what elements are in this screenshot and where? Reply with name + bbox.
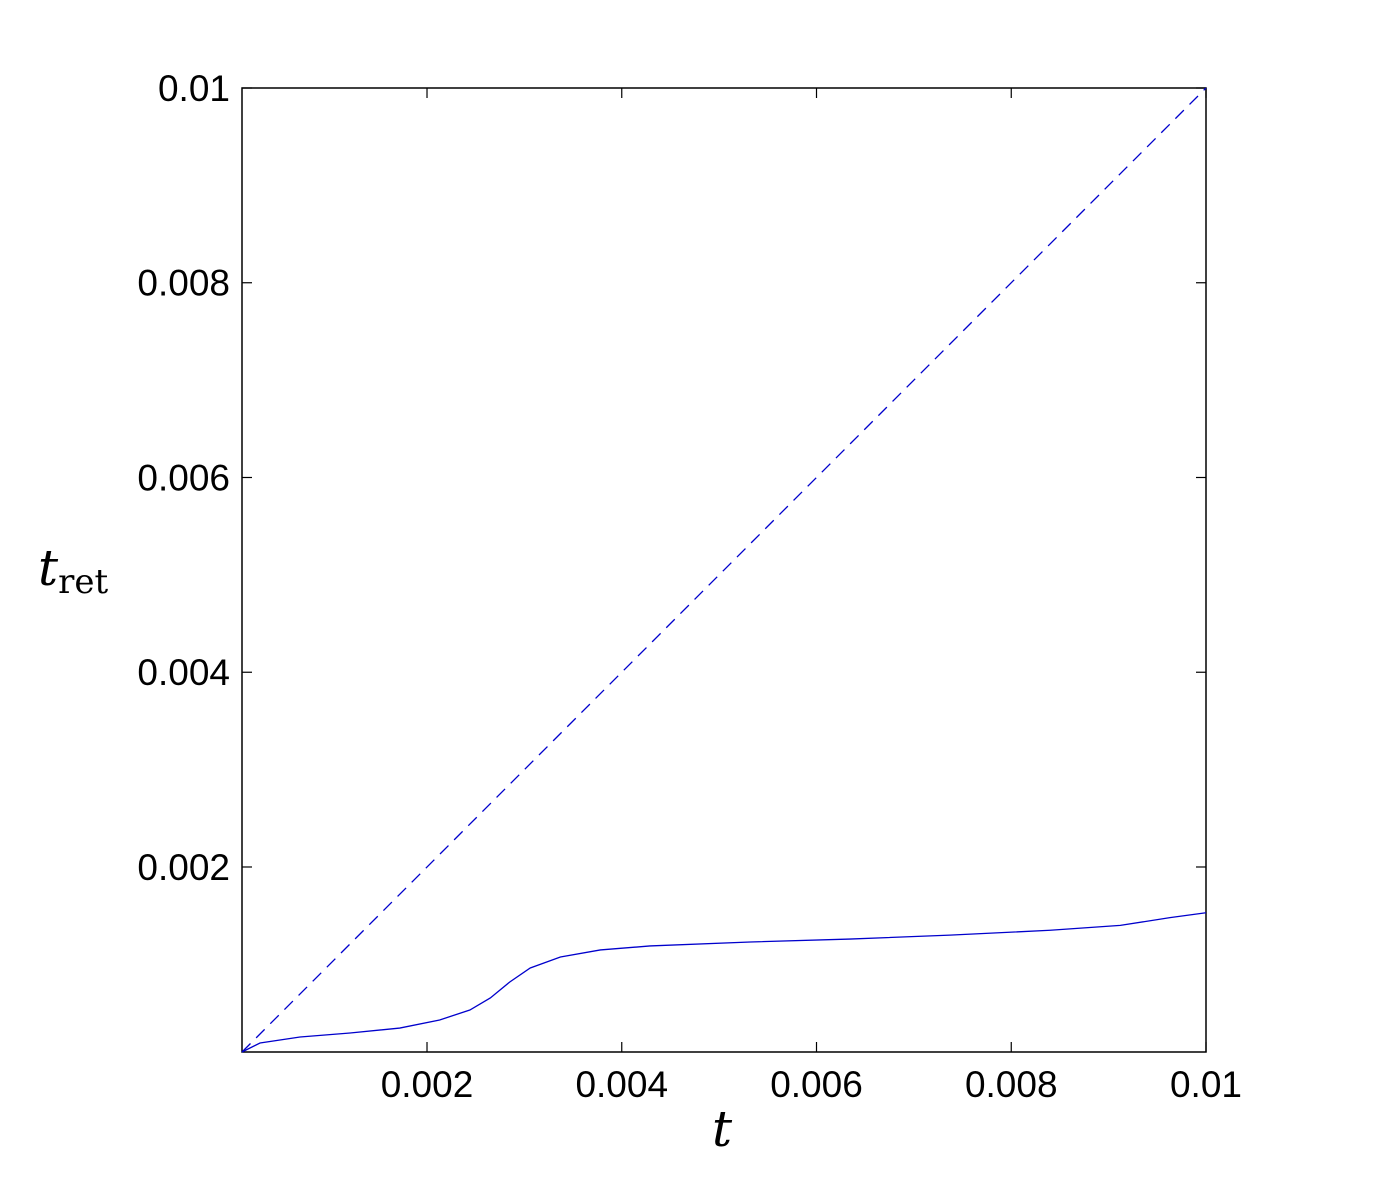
data-line bbox=[241, 912, 1207, 1053]
x-axis-label: t bbox=[712, 1100, 733, 1158]
y-tick-label: 0.008 bbox=[137, 263, 230, 304]
x-tick-label: 0.006 bbox=[770, 1064, 863, 1105]
plot-frame bbox=[241, 87, 1207, 1053]
y-tick-label: 0.006 bbox=[137, 457, 230, 498]
x-tick-label: 0.002 bbox=[381, 1064, 474, 1105]
y-axis-label-main: t bbox=[38, 539, 59, 597]
y-tick-label: 0.01 bbox=[158, 68, 230, 109]
x-tick-label: 0.01 bbox=[1170, 1064, 1242, 1105]
y-tick-label: 0.002 bbox=[137, 847, 230, 888]
y-axis-label: tret bbox=[38, 539, 108, 602]
x-tick-label: 0.004 bbox=[575, 1064, 668, 1105]
data-line bbox=[241, 87, 1207, 1053]
x-tick-label: 0.008 bbox=[965, 1064, 1058, 1105]
y-tick-label: 0.004 bbox=[137, 652, 230, 693]
y-axis-label-subscript: ret bbox=[58, 562, 108, 602]
